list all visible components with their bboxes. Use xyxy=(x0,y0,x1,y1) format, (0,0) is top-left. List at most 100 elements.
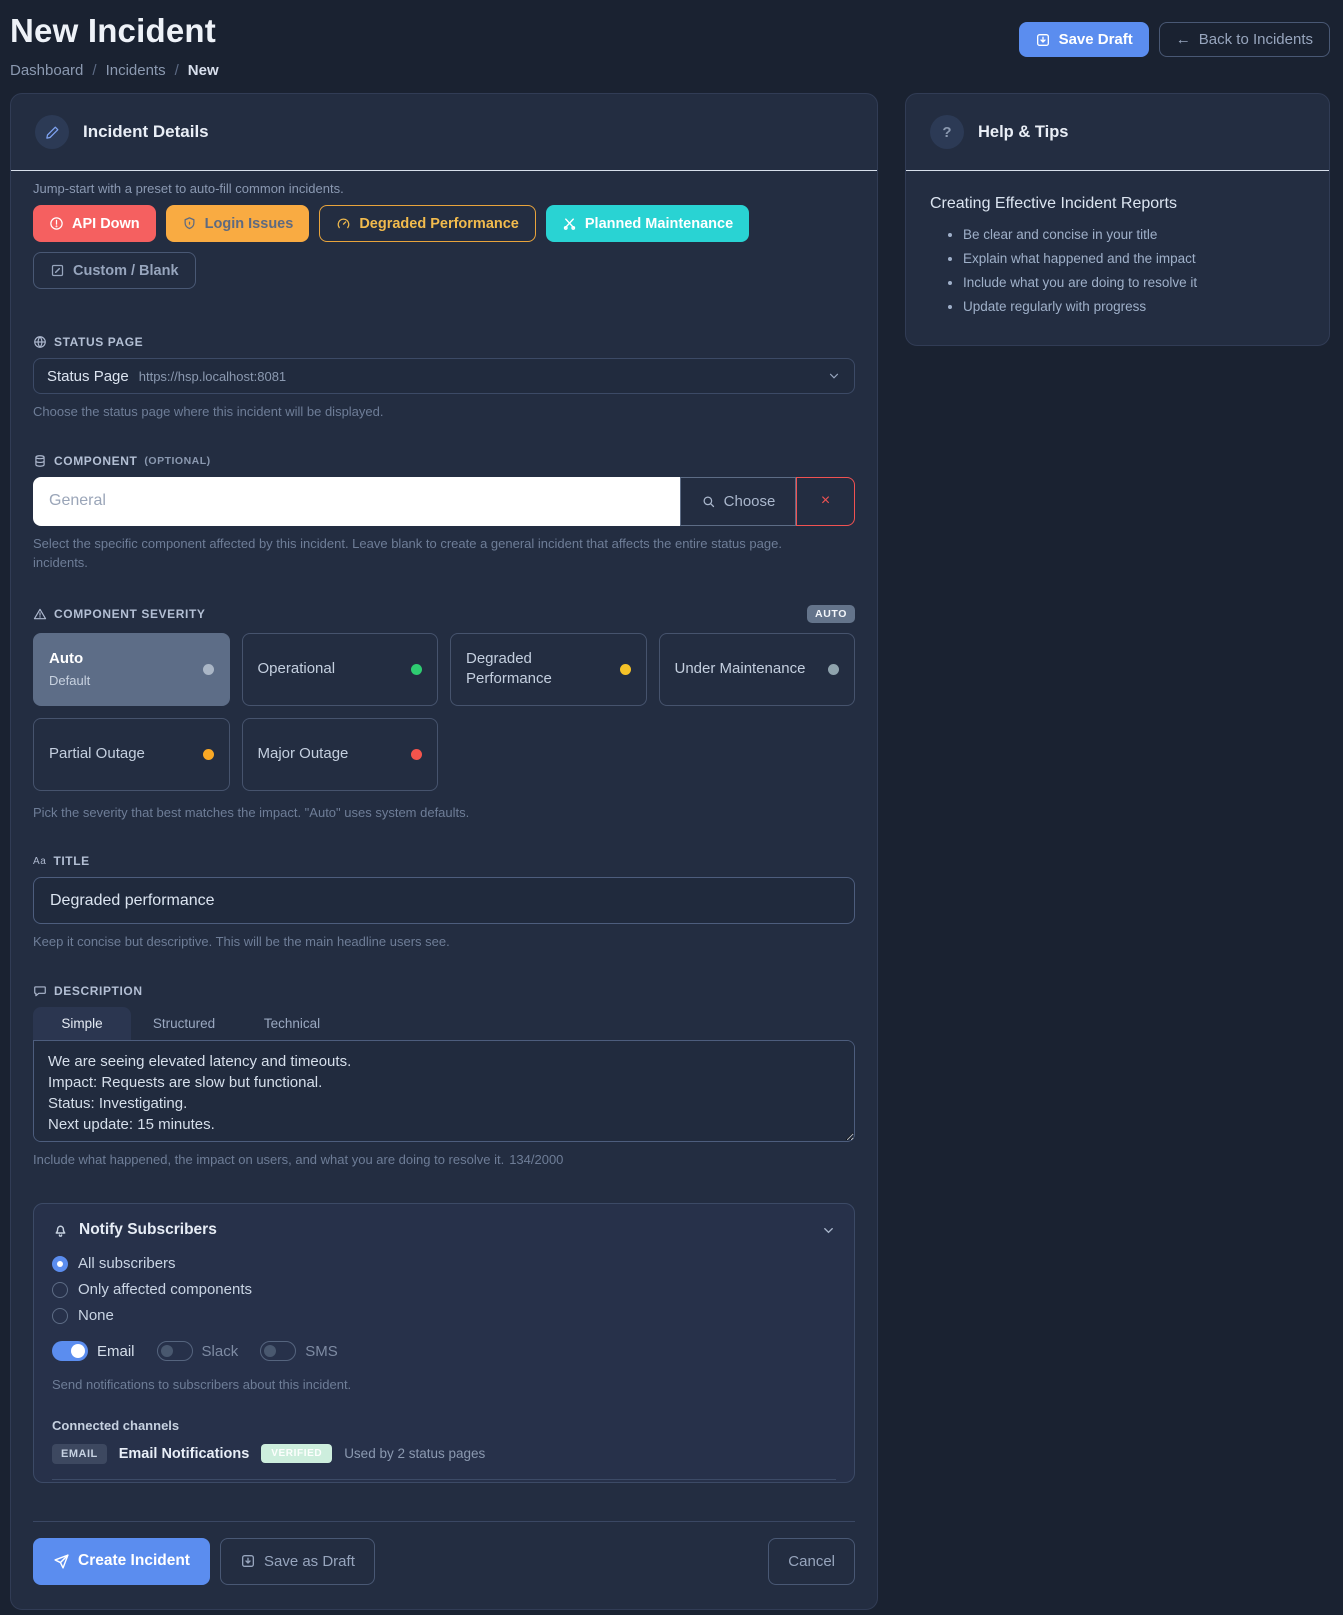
speech-bubble-icon xyxy=(33,984,47,998)
verified-badge: VERIFIED xyxy=(261,1444,332,1463)
toggle-slack[interactable]: Slack xyxy=(157,1341,239,1361)
notify-channel-toggles: Email Slack SMS xyxy=(52,1341,836,1361)
title-helper: Keep it concise but descriptive. This wi… xyxy=(33,932,855,952)
card-title: Incident Details xyxy=(83,122,209,142)
toggle-sms[interactable]: SMS xyxy=(260,1341,338,1361)
severity-dot xyxy=(203,749,214,760)
severity-option-under-maintenance[interactable]: Under Maintenance xyxy=(659,633,856,706)
severity-dot xyxy=(203,664,214,675)
radio-button xyxy=(52,1282,68,1298)
tab-simple[interactable]: Simple xyxy=(33,1007,131,1040)
status-page-label: STATUS PAGE xyxy=(33,335,855,349)
preset-buttons: API Down Login Issues Degraded Performan… xyxy=(33,205,855,289)
help-panel-body: Creating Effective Incident Reports Be c… xyxy=(906,171,1329,345)
question-icon: ? xyxy=(930,115,964,149)
channel-usage: Used by 2 status pages xyxy=(344,1446,485,1461)
component-clear-button[interactable]: × xyxy=(796,477,855,526)
status-page-select[interactable]: Status Page https://hsp.localhost:8081 xyxy=(33,358,855,394)
component-input[interactable] xyxy=(33,477,680,526)
tab-technical[interactable]: Technical xyxy=(237,1007,347,1040)
save-as-draft-button[interactable]: Save as Draft xyxy=(220,1538,375,1585)
preset-planned-maintenance-button[interactable]: Planned Maintenance xyxy=(546,205,749,242)
tools-icon xyxy=(562,216,577,231)
radio-all-subscribers[interactable]: All subscribers xyxy=(52,1255,836,1272)
component-optional-label: (OPTIONAL) xyxy=(144,455,210,467)
notify-helper: Send notifications to subscribers about … xyxy=(52,1375,836,1395)
help-panel-header: ? Help & Tips xyxy=(906,94,1329,171)
status-page-selected-name: Status Page xyxy=(47,368,129,385)
arrow-left-icon: ← xyxy=(1176,31,1191,48)
warning-triangle-icon xyxy=(33,607,47,621)
status-page-selected-url: https://hsp.localhost:8081 xyxy=(139,369,286,384)
help-tips-list: Be clear and concise in your title Expla… xyxy=(930,226,1305,317)
notify-subscribers-header[interactable]: Notify Subscribers xyxy=(52,1221,836,1239)
breadcrumb: Dashboard / Incidents / New xyxy=(10,62,219,79)
shield-icon xyxy=(182,216,197,231)
preset-api-down-button[interactable]: API Down xyxy=(33,205,156,242)
severity-dot xyxy=(828,664,839,675)
description-textarea[interactable]: We are seeing elevated latency and timeo… xyxy=(33,1040,855,1142)
radio-only-affected-components[interactable]: Only affected components xyxy=(52,1281,836,1298)
severity-dot xyxy=(411,664,422,675)
alert-circle-icon xyxy=(49,216,64,231)
connected-channels-title: Connected channels xyxy=(52,1418,836,1433)
description-helper: Include what happened, the impact on use… xyxy=(33,1150,855,1170)
save-icon xyxy=(240,1553,256,1569)
save-draft-button[interactable]: Save Draft xyxy=(1019,22,1149,57)
notify-subscribers-title: Notify Subscribers xyxy=(79,1221,217,1239)
help-heading: Creating Effective Incident Reports xyxy=(930,195,1305,213)
card-header: Incident Details xyxy=(11,94,877,171)
page-header-left: New Incident Dashboard / Incidents / New xyxy=(10,10,219,79)
component-choose-button[interactable]: Choose xyxy=(680,477,796,526)
close-icon: × xyxy=(821,492,830,510)
title-input[interactable] xyxy=(33,877,855,924)
pencil-icon xyxy=(35,115,69,149)
toggle-switch xyxy=(157,1341,193,1361)
notify-audience-radios: All subscribers Only affected components… xyxy=(52,1255,836,1324)
component-input-group: Choose × xyxy=(33,477,855,526)
back-label: Back to Incidents xyxy=(1199,31,1313,48)
preset-custom-blank-button[interactable]: Custom / Blank xyxy=(33,252,196,289)
toggle-email[interactable]: Email xyxy=(52,1341,135,1361)
tab-structured[interactable]: Structured xyxy=(131,1007,237,1040)
radio-none[interactable]: None xyxy=(52,1307,836,1324)
globe-icon xyxy=(33,335,47,349)
radio-button xyxy=(52,1308,68,1324)
text-aa-icon: Aa xyxy=(33,856,46,867)
footer-actions: Create Incident Save as Draft Cancel xyxy=(33,1538,855,1585)
severity-option-operational[interactable]: Operational xyxy=(242,633,439,706)
preset-degraded-performance-button[interactable]: Degraded Performance xyxy=(319,205,536,242)
back-to-incidents-button[interactable]: ← Back to Incidents xyxy=(1159,22,1330,57)
component-helper: Select the specific component affected b… xyxy=(33,534,855,573)
breadcrumb-dashboard[interactable]: Dashboard xyxy=(10,62,83,79)
severity-option-major-outage[interactable]: Major Outage xyxy=(242,718,439,791)
channel-type-badge: EMAIL xyxy=(52,1444,107,1464)
title-label: Aa TITLE xyxy=(33,854,855,868)
preset-login-issues-button[interactable]: Login Issues xyxy=(166,205,310,242)
breadcrumb-separator: / xyxy=(175,62,179,79)
edit-square-icon xyxy=(50,263,65,278)
severity-dot xyxy=(411,749,422,760)
breadcrumb-separator: / xyxy=(92,62,96,79)
description-label: DESCRIPTION xyxy=(33,984,855,998)
severity-option-degraded-performance[interactable]: Degraded Performance xyxy=(450,633,647,706)
breadcrumb-incidents[interactable]: Incidents xyxy=(106,62,166,79)
title-section: Aa TITLE Keep it concise but descriptive… xyxy=(33,854,855,952)
search-icon xyxy=(701,494,716,509)
description-tabs: Simple Structured Technical xyxy=(33,1007,855,1040)
severity-option-auto[interactable]: Auto Default xyxy=(33,633,230,706)
component-section: COMPONENT (OPTIONAL) Choose × xyxy=(33,454,855,573)
component-label: COMPONENT (OPTIONAL) xyxy=(33,454,855,468)
page-header: New Incident Dashboard / Incidents / New… xyxy=(10,10,1330,93)
severity-option-partial-outage[interactable]: Partial Outage xyxy=(33,718,230,791)
help-tip: Include what you are doing to resolve it xyxy=(963,274,1305,293)
database-icon xyxy=(33,454,47,468)
incident-details-card: Incident Details Jump-start with a prese… xyxy=(10,93,878,1610)
cancel-button[interactable]: Cancel xyxy=(768,1538,855,1585)
severity-section: COMPONENT SEVERITY AUTO Auto Default xyxy=(33,605,855,823)
status-page-section: STATUS PAGE Status Page https://hsp.loca… xyxy=(33,335,855,422)
footer-divider xyxy=(33,1521,855,1522)
breadcrumb-new: New xyxy=(188,62,219,79)
help-tip: Explain what happened and the impact xyxy=(963,250,1305,269)
create-incident-button[interactable]: Create Incident xyxy=(33,1538,210,1585)
